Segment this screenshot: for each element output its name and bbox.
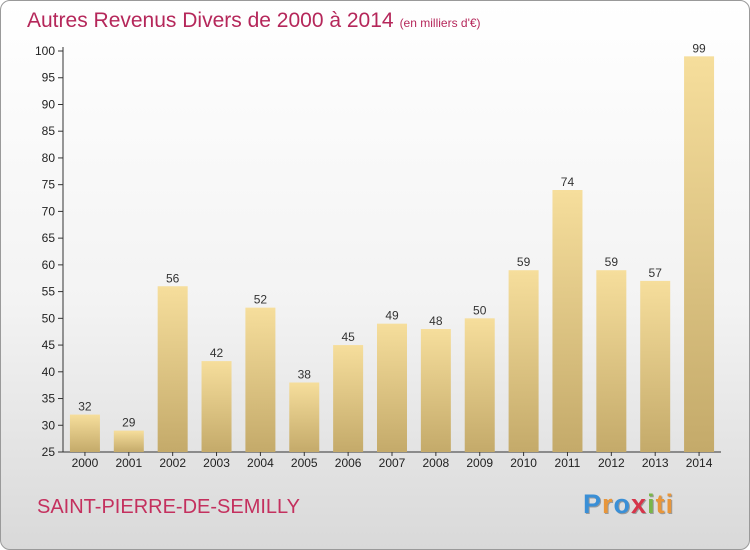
y-tick-label: 35	[42, 392, 56, 406]
data-label: 59	[605, 255, 619, 269]
data-label: 42	[210, 346, 224, 360]
data-label: 48	[429, 314, 443, 328]
bar	[157, 286, 188, 452]
x-tick-label: 2005	[291, 456, 318, 470]
y-tick-label: 55	[42, 285, 56, 299]
chart-subtitle: (en milliers d'€)	[399, 16, 481, 30]
bar	[420, 329, 451, 452]
logo-letter: o	[613, 489, 632, 519]
y-tick-label: 45	[42, 338, 56, 352]
x-tick-label: 2009	[466, 456, 493, 470]
bar	[201, 361, 232, 452]
data-label: 52	[254, 293, 268, 307]
chart-title: Autres Revenus Divers de 2000 à 2014 (en …	[27, 9, 481, 33]
data-label: 45	[341, 330, 355, 344]
y-tick-label: 85	[42, 124, 56, 138]
logo-letter: P	[583, 489, 603, 519]
bar	[377, 323, 407, 452]
bar	[640, 280, 671, 452]
x-tick-label: 2011	[555, 456, 581, 470]
data-label: 57	[649, 266, 663, 280]
proxiti-logo: Proxiti	[583, 489, 674, 520]
y-tick-label: 100	[35, 44, 55, 58]
x-tick-label: 2000	[72, 456, 99, 470]
x-tick-label: 2003	[203, 456, 230, 470]
y-tick-label: 75	[42, 178, 56, 192]
data-label: 29	[122, 416, 136, 430]
logo-letter: x	[631, 489, 648, 519]
x-tick-label: 2004	[247, 456, 274, 470]
bar	[684, 56, 715, 452]
commune-name: SAINT-PIERRE-DE-SEMILLY	[37, 496, 301, 518]
data-label: 38	[298, 367, 312, 381]
y-tick-label: 80	[42, 151, 56, 165]
bar	[552, 190, 583, 452]
bar	[113, 430, 144, 452]
x-tick-label: 2013	[642, 456, 669, 470]
x-tick-label: 2001	[115, 456, 142, 470]
data-label: 49	[385, 309, 399, 323]
logo-letter: i	[647, 489, 656, 519]
data-label: 59	[517, 255, 531, 269]
logo-letter: ti	[655, 489, 675, 519]
y-tick-label: 25	[42, 445, 56, 459]
y-tick-label: 30	[42, 418, 56, 432]
data-label: 99	[692, 41, 706, 55]
x-tick-label: 2010	[510, 456, 537, 470]
bar	[596, 270, 627, 452]
y-tick-label: 90	[42, 97, 56, 111]
data-label: 32	[78, 400, 92, 414]
x-tick-label: 2008	[423, 456, 450, 470]
data-label: 50	[473, 303, 487, 317]
y-tick-label: 70	[42, 204, 56, 218]
bar	[245, 307, 276, 452]
data-label: 74	[561, 175, 575, 189]
y-tick-label: 40	[42, 365, 56, 379]
y-tick-label: 65	[42, 231, 56, 245]
y-tick-label: 60	[42, 258, 56, 272]
x-tick-label: 2007	[379, 456, 406, 470]
x-tick-label: 2006	[335, 456, 362, 470]
data-label: 56	[166, 271, 180, 285]
bar	[289, 382, 320, 452]
y-tick-label: 95	[42, 71, 56, 85]
bar	[333, 345, 364, 452]
bar	[69, 414, 100, 452]
bar	[508, 270, 539, 452]
logo-letter: r	[602, 489, 614, 519]
x-tick-label: 2012	[598, 456, 625, 470]
x-tick-label: 2014	[686, 456, 713, 470]
bar	[464, 318, 495, 452]
chart-title-text: Autres Revenus Divers de 2000 à 2014	[27, 9, 394, 32]
y-tick-label: 50	[42, 311, 56, 325]
x-tick-label: 2002	[159, 456, 186, 470]
